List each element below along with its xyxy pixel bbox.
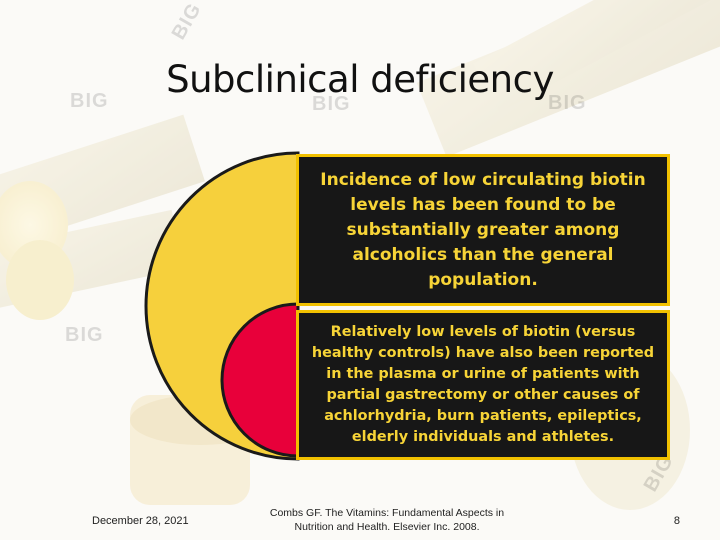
watermark-text: BIG	[65, 324, 104, 346]
box2-text: Relatively low levels of biotin (versus …	[311, 324, 655, 445]
watermark-text: BIG	[312, 93, 351, 115]
footer-date: December 28, 2021	[92, 515, 189, 527]
text-box-alcoholics: Incidence of low circulating biotin leve…	[296, 154, 670, 306]
watermark-text: BIG	[70, 90, 109, 112]
slide-title: Subclinical deficiency	[166, 58, 554, 101]
inner-half-disc	[220, 302, 300, 458]
footer-reference: Combs GF. The Vitamins: Fundamental Aspe…	[269, 507, 505, 533]
box1-text: Incidence of low circulating biotin leve…	[320, 169, 646, 290]
watermark-text: BIG	[548, 92, 587, 114]
page-number: 8	[673, 515, 680, 527]
text-box-patients: Relatively low levels of biotin (versus …	[296, 310, 670, 460]
